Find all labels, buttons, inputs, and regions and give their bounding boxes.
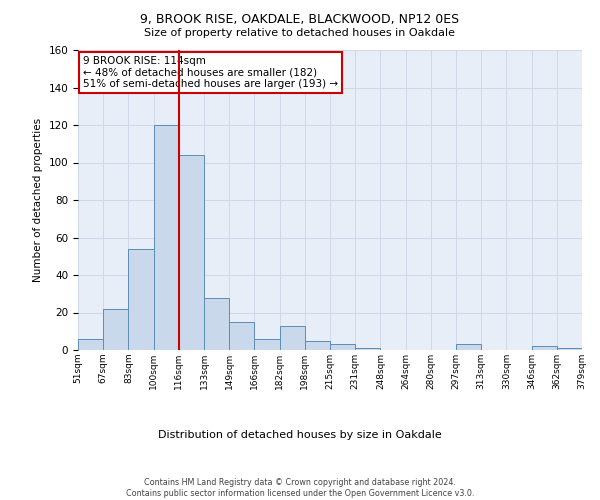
Bar <box>280 326 305 350</box>
Bar <box>154 125 179 350</box>
Bar <box>532 346 557 350</box>
Text: Distribution of detached houses by size in Oakdale: Distribution of detached houses by size … <box>158 430 442 440</box>
Bar <box>103 308 128 350</box>
Bar <box>254 339 280 350</box>
Bar <box>204 298 229 350</box>
Bar <box>179 155 204 350</box>
Text: Contains HM Land Registry data © Crown copyright and database right 2024.
Contai: Contains HM Land Registry data © Crown c… <box>126 478 474 498</box>
Bar <box>229 322 254 350</box>
Bar <box>78 339 103 350</box>
Bar <box>128 248 154 350</box>
Bar <box>557 348 582 350</box>
Bar <box>355 348 380 350</box>
Text: 9, BROOK RISE, OAKDALE, BLACKWOOD, NP12 0ES: 9, BROOK RISE, OAKDALE, BLACKWOOD, NP12 … <box>140 12 460 26</box>
Y-axis label: Number of detached properties: Number of detached properties <box>33 118 43 282</box>
Text: Size of property relative to detached houses in Oakdale: Size of property relative to detached ho… <box>145 28 455 38</box>
Text: 9 BROOK RISE: 114sqm
← 48% of detached houses are smaller (182)
51% of semi-deta: 9 BROOK RISE: 114sqm ← 48% of detached h… <box>83 56 338 89</box>
Bar <box>330 344 355 350</box>
Bar <box>456 344 481 350</box>
Bar <box>305 340 330 350</box>
